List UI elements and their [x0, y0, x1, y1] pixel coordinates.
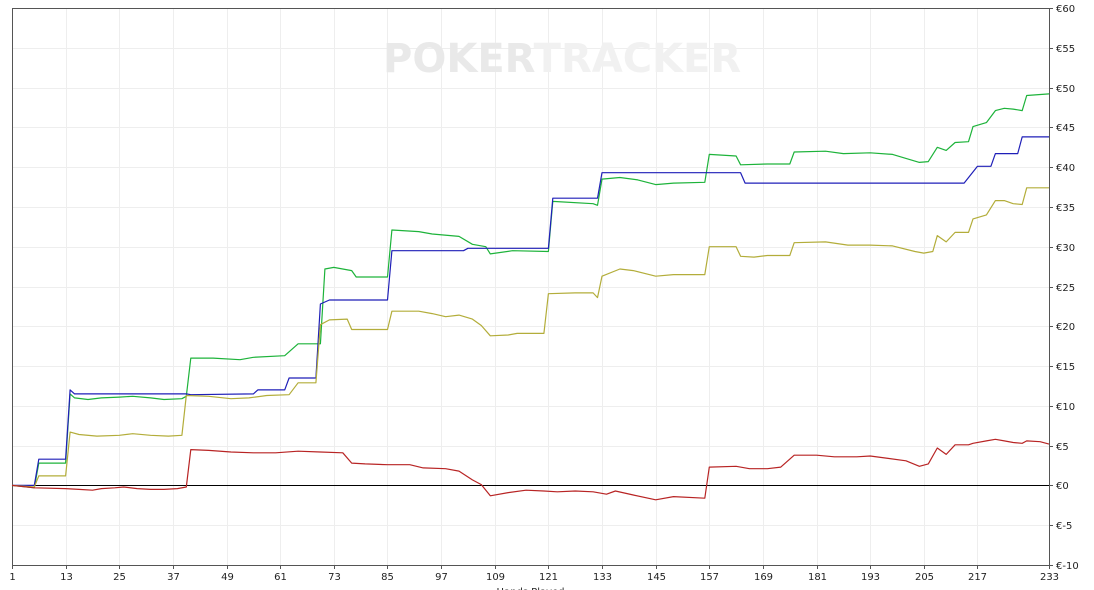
- series-line-blue: [12, 136, 1049, 486]
- x-tick-label: 73: [328, 572, 341, 583]
- y-tick-label: €-10: [1056, 561, 1079, 572]
- x-tick-label: 61: [274, 572, 287, 583]
- y-tick-label: €5: [1056, 442, 1069, 453]
- y-tick-label: €35: [1056, 203, 1075, 214]
- x-tick-label: 181: [808, 572, 827, 583]
- series-line-red: [11, 438, 1050, 501]
- y-axis: €60 €55 €50 €45 €40 €35 €30 €25 €20 €15 €10 €5 €0 €-5…: [1049, 4, 1079, 572]
- x-tick-label: 133: [593, 572, 612, 583]
- y-tick-label: €60: [1056, 4, 1075, 15]
- y-tick-label: €30: [1056, 243, 1075, 254]
- x-tick-label: 25: [113, 572, 126, 583]
- y-tick-label: €50: [1056, 84, 1075, 95]
- x-tick-label: 145: [647, 572, 666, 583]
- x-tick-label: 37: [167, 572, 180, 583]
- y-tick-label: €-5: [1056, 521, 1072, 532]
- x-tick-label: 13: [60, 572, 73, 583]
- y-tick-label: €45: [1056, 123, 1075, 134]
- pokertracker-watermark: POKERTRACKER: [383, 36, 741, 82]
- y-tick-label: €55: [1056, 44, 1075, 55]
- series-layer: [11, 93, 1050, 501]
- x-tick-label: 1: [9, 572, 15, 583]
- x-axis: 1 13 25 37 49 61 73 85 97 109 121 133 145 157 169 181 19…: [9, 565, 1059, 590]
- x-tick-label: 193: [861, 572, 880, 583]
- y-tick-label: €25: [1056, 283, 1075, 294]
- x-tick-label: 169: [754, 572, 773, 583]
- x-tick-label: 121: [539, 572, 558, 583]
- y-tick-label: €10: [1056, 402, 1075, 413]
- x-tick-label: 217: [968, 572, 987, 583]
- x-tick-label: 49: [221, 572, 234, 583]
- x-tick-label: 233: [1040, 572, 1059, 583]
- series-line-olive: [11, 187, 1049, 488]
- y-tick-label: €20: [1056, 322, 1075, 333]
- x-tick-label: 205: [915, 572, 934, 583]
- x-axis-title: Hands Played: [496, 587, 564, 590]
- watermark-part2: TRACKER: [534, 36, 742, 82]
- watermark-part1: POKER: [383, 36, 535, 82]
- y-tick-label: €40: [1056, 163, 1075, 174]
- x-tick-label: 109: [486, 572, 505, 583]
- y-tick-label: €0: [1056, 481, 1069, 492]
- series-line-green: [11, 93, 1050, 489]
- x-tick-label: 97: [435, 572, 448, 583]
- y-tick-label: €15: [1056, 362, 1075, 373]
- svg-text:POKERTRACKER: POKERTRACKER: [383, 36, 741, 82]
- x-tick-label: 157: [700, 572, 719, 583]
- x-tick-label: 85: [381, 572, 394, 583]
- grid-layer: [12, 8, 1050, 566]
